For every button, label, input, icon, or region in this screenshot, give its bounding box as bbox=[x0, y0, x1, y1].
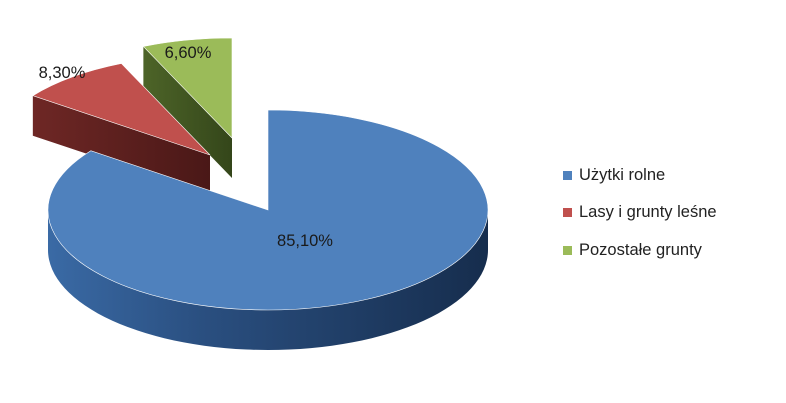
pie-slice-uzytki-rolne bbox=[47, 109, 489, 311]
data-label-pozostale-grunty: 6,60% bbox=[165, 44, 212, 62]
legend-label-uzytki-rolne: Użytki rolne bbox=[579, 165, 666, 184]
pie-slice-lasy-i-grunty-lesne bbox=[32, 63, 211, 156]
legend-label-pozostale-grunty: Pozostałe grunty bbox=[579, 240, 702, 259]
legend-item-pozostale-grunty: Pozostałe grunty bbox=[563, 240, 773, 260]
legend-swatch-lasy-i-grunty-lesne bbox=[563, 208, 572, 217]
legend: Użytki rolne Lasy i grunty leśne Pozostałe… bbox=[563, 165, 773, 278]
legend-label-lasy-i-grunty-lesne: Lasy i grunty leśne bbox=[579, 203, 717, 221]
pie-cut-lasy-i-grunty-lesne bbox=[32, 95, 211, 195]
legend-swatch-uzytki-rolne bbox=[563, 170, 572, 180]
legend-swatch-pozostale-grunty bbox=[563, 245, 572, 255]
legend-item-lasy-i-grunty-lesne: Lasy i grunty leśne bbox=[563, 203, 773, 223]
data-label-uzytki-rolne: 85,10% bbox=[277, 232, 333, 250]
pie-cut-pozostale-grunty bbox=[143, 46, 232, 178]
legend-item-uzytki-rolne: Użytki rolne bbox=[563, 165, 773, 185]
pie-side-uzytki-rolne bbox=[48, 210, 488, 350]
data-label-lasy-i-grunty-lesne: 8,30% bbox=[39, 64, 86, 82]
pie-slice-pozostale-grunty bbox=[142, 37, 233, 139]
